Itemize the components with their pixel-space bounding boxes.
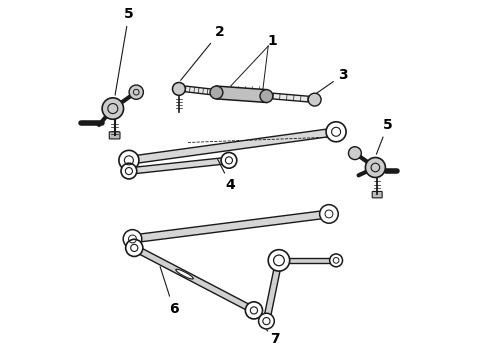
FancyBboxPatch shape: [372, 192, 382, 198]
Circle shape: [126, 239, 143, 256]
Circle shape: [245, 302, 263, 319]
Text: 5: 5: [115, 7, 134, 95]
Circle shape: [308, 93, 321, 106]
Circle shape: [259, 313, 274, 329]
Circle shape: [210, 86, 223, 99]
Text: 2: 2: [181, 25, 225, 80]
Polygon shape: [279, 257, 336, 263]
Text: 5: 5: [376, 118, 393, 154]
Circle shape: [102, 98, 123, 119]
Circle shape: [326, 122, 346, 142]
Circle shape: [268, 249, 290, 271]
Circle shape: [129, 85, 144, 99]
Circle shape: [348, 147, 361, 159]
Polygon shape: [128, 157, 229, 174]
FancyBboxPatch shape: [109, 132, 120, 139]
Polygon shape: [185, 86, 217, 95]
Polygon shape: [272, 93, 315, 103]
Circle shape: [121, 163, 137, 179]
Text: 7: 7: [267, 330, 280, 346]
Circle shape: [260, 90, 273, 103]
Circle shape: [330, 254, 343, 267]
Circle shape: [123, 230, 142, 248]
Text: 3: 3: [310, 68, 348, 98]
Circle shape: [319, 204, 338, 223]
Polygon shape: [133, 245, 255, 313]
Circle shape: [119, 150, 139, 170]
Polygon shape: [263, 260, 282, 322]
Text: 1: 1: [268, 34, 277, 48]
Polygon shape: [128, 128, 337, 164]
Ellipse shape: [176, 269, 193, 279]
Circle shape: [366, 157, 386, 177]
Polygon shape: [217, 86, 267, 103]
Polygon shape: [132, 210, 329, 243]
Circle shape: [172, 82, 185, 95]
Text: 4: 4: [218, 159, 236, 192]
Text: 6: 6: [160, 267, 178, 316]
Circle shape: [221, 153, 237, 168]
